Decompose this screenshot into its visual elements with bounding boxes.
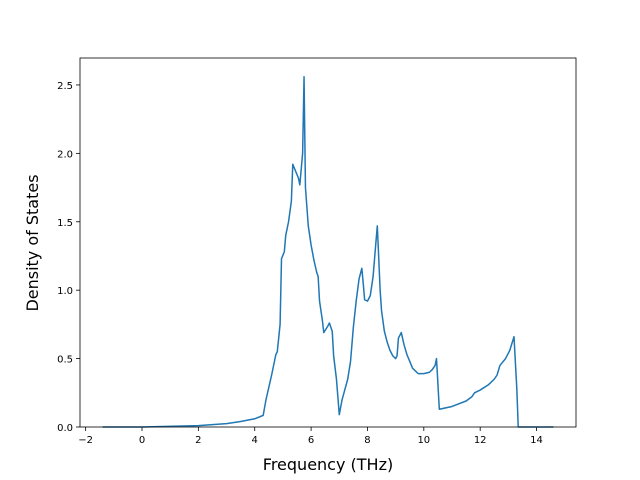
y-tick-label: 2.5	[57, 81, 73, 92]
x-tick-label: 14	[530, 435, 543, 446]
y-tick-label: 0.0	[57, 423, 73, 434]
x-axis-label: Frequency (THz)	[263, 455, 393, 474]
x-tick-label: 6	[308, 435, 314, 446]
x-tick-label: 12	[474, 435, 487, 446]
y-tick-label: 0.5	[57, 355, 73, 366]
y-tick-label: 2.0	[57, 149, 73, 160]
line	[102, 75, 554, 428]
y-axis-label: Density of States	[23, 174, 42, 311]
x-tick-label: −2	[78, 435, 93, 446]
y-tick-label: 1.5	[57, 218, 73, 229]
y-tick-label: 1.0	[57, 286, 73, 297]
x-tick-label: 10	[417, 435, 430, 446]
x-tick-label: 8	[364, 435, 370, 446]
x-tick-label: 0	[139, 435, 145, 446]
plot-frame	[79, 57, 577, 428]
x-tick-label: 2	[195, 435, 201, 446]
x-tick-label: 4	[252, 435, 258, 446]
